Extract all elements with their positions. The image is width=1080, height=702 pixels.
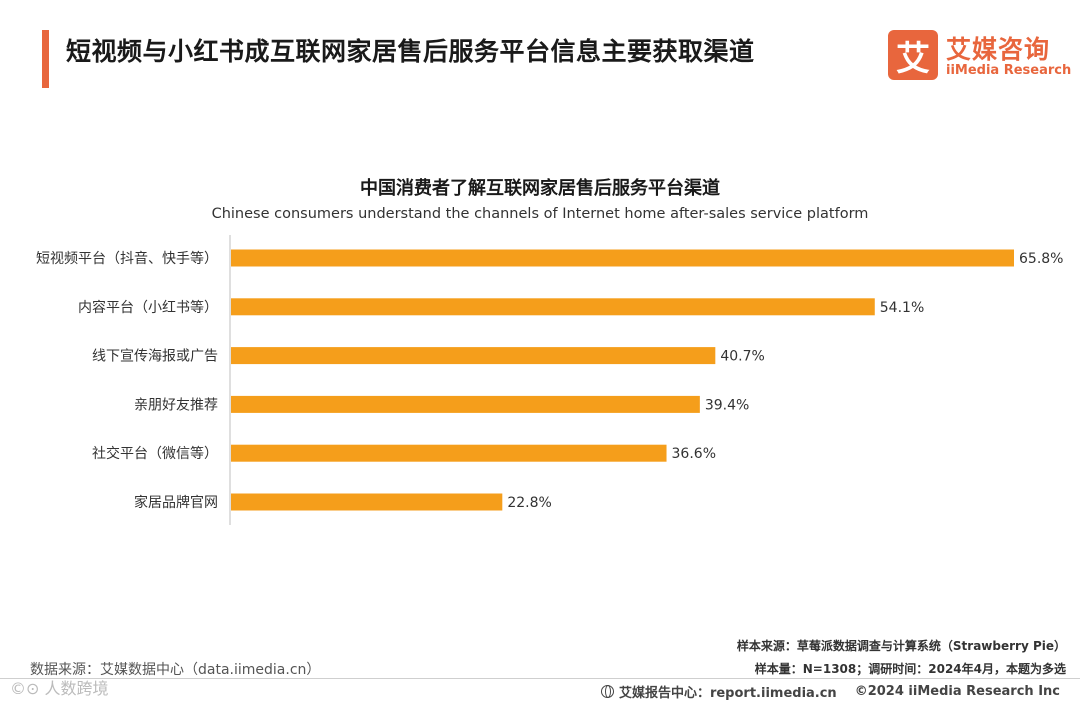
logo-name-cn: 艾媒咨询: [946, 35, 1051, 64]
watermark: ©⊙ 人数跨境: [10, 679, 109, 698]
report-center-link[interactable]: 艾媒报告中心：report.iimedia.cn: [618, 686, 837, 701]
bar: [231, 395, 700, 413]
sample-size: 样本量：N=1308；调研时间：2024年4月，本题为多选: [754, 662, 1066, 676]
chart-title: 中国消费者了解互联网家居售后服务平台渠道: [360, 178, 720, 199]
iimedia-logo: 艾 艾媒咨询 iiMedia Research: [888, 30, 1072, 82]
category-label: 线下宣传海报或广告: [92, 349, 218, 365]
bar: [231, 347, 716, 365]
data-label: 36.6%: [672, 446, 716, 462]
logo-name-en: iiMedia Research: [946, 63, 1072, 78]
title-accent-bar: [42, 30, 49, 88]
bar: [231, 249, 1014, 267]
bar: [231, 444, 667, 462]
page-title: 短视频与小红书成互联网家居售后服务平台信息主要获取渠道: [66, 37, 755, 66]
chart-subtitle: Chinese consumers understand the channel…: [211, 206, 869, 222]
data-label: 22.8%: [507, 495, 551, 511]
footer-credits: 艾媒报告中心：report.iimedia.cn ©2024 iiMedia R…: [600, 682, 1060, 701]
category-label: 亲朋好友推荐: [134, 397, 218, 413]
bar: [231, 298, 875, 316]
logo-mark: 艾: [888, 30, 938, 80]
bar-chart: 短视频平台（抖音、快手等） 65.8% 内容平台（小红书等） 54.1% 线下宣传海报或…: [36, 235, 1063, 525]
copyright: ©2024 iiMedia Research Inc: [854, 684, 1060, 699]
category-label: 家居品牌官网: [134, 494, 218, 511]
category-label: 社交平台（微信等）: [92, 445, 218, 462]
sample-source: 样本来源：草莓派数据调查与计算系统（Strawberry Pie）: [736, 639, 1066, 653]
data-source: 数据来源：艾媒数据中心（data.iimedia.cn）: [30, 662, 321, 678]
data-label: 40.7%: [720, 349, 764, 365]
data-label: 65.8%: [1019, 251, 1063, 267]
category-label: 内容平台（小红书等）: [78, 299, 218, 316]
data-label: 54.1%: [880, 300, 924, 316]
bar: [231, 493, 503, 511]
category-label: 短视频平台（抖音、快手等）: [36, 250, 218, 267]
globe-icon: [600, 685, 614, 698]
footer-divider: [0, 678, 1080, 679]
data-label: 39.4%: [705, 397, 749, 413]
